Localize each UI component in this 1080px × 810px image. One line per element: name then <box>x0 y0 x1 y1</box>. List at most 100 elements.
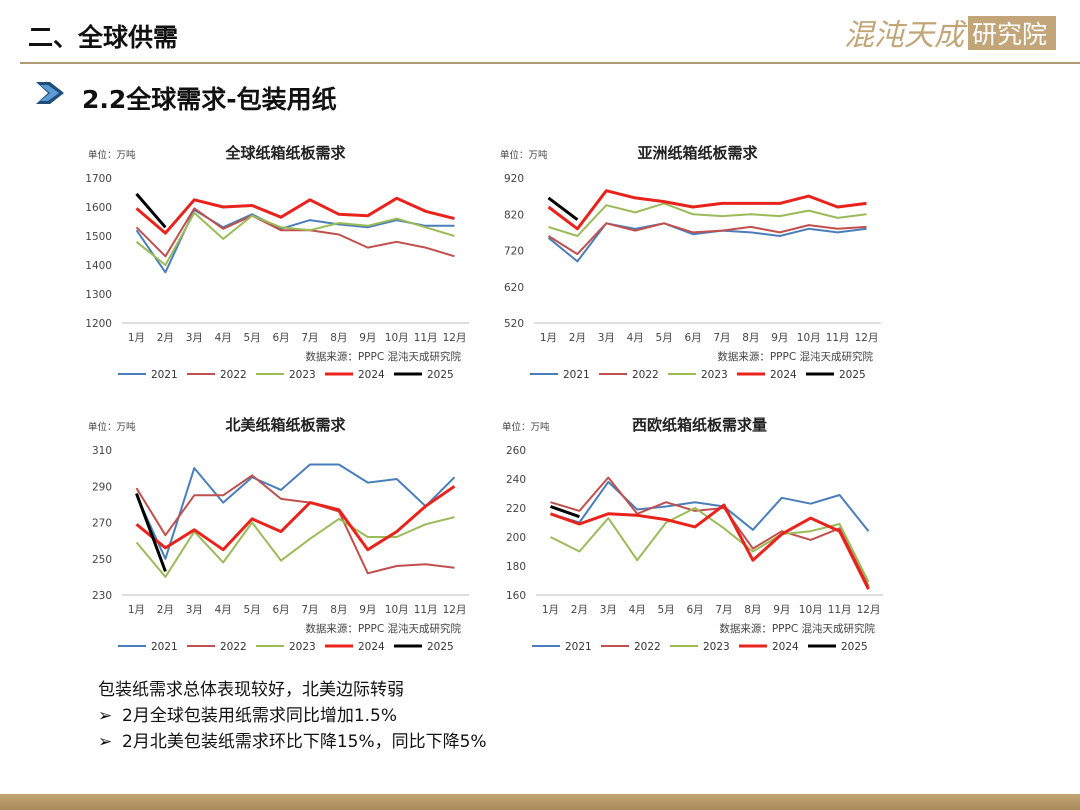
source-label: 数据来源：PPPC 混沌天成研究院 <box>305 622 461 635</box>
unit-label: 单位：万吨 <box>500 149 548 161</box>
legend-label: 2022 <box>220 369 247 381</box>
legend-label: 2022 <box>632 369 659 381</box>
unit-label: 单位：万吨 <box>88 421 136 433</box>
unit-label: 单位：万吨 <box>502 421 550 433</box>
y-tick-label: 920 <box>504 173 524 185</box>
svg-text:研究院: 研究院 <box>972 20 1047 49</box>
legend-label: 2021 <box>151 369 178 381</box>
legend-label: 2024 <box>770 369 797 381</box>
x-tick-label: 6月 <box>684 332 701 344</box>
legend-label: 2024 <box>772 641 799 653</box>
x-tick-label: 4月 <box>215 604 232 616</box>
series-line-2021 <box>550 480 870 532</box>
chart-western-europe-demand: 单位：万吨 西欧纸箱纸板需求量 160 180 200 220 240 260 1月 2月 3月 4月… <box>502 416 883 653</box>
chart-global-demand: 单位：万吨 全球纸箱纸板需求 1200 1300 1400 1500 1600 1700 1月 2… <box>85 144 469 381</box>
x-tick-label: 3月 <box>186 604 203 616</box>
summary-bullet-1: ➢ 2月全球包装用纸需求同比增加1.5% <box>98 701 397 726</box>
series-line-2024 <box>135 485 456 552</box>
summary-headline: 包装纸需求总体表现较好，北美边际转弱 <box>98 680 404 700</box>
legend-label: 2023 <box>701 369 728 381</box>
x-tick-label: 3月 <box>598 332 615 344</box>
summary-bullet-text: 2月全球包装用纸需求同比增加1.5% <box>122 706 398 726</box>
y-tick-label: 1500 <box>85 231 112 243</box>
series-line-2021 <box>547 222 867 263</box>
series-line-2022 <box>547 222 867 256</box>
x-tick-label: 10月 <box>797 332 821 344</box>
y-tick-label: 620 <box>504 282 524 294</box>
legend-label: 2022 <box>220 641 247 653</box>
x-tick-label: 11月 <box>414 604 438 616</box>
y-tick-label: 1700 <box>85 173 112 185</box>
x-tick-label: 6月 <box>272 332 289 344</box>
series-line-2025 <box>550 505 580 519</box>
series-line-2023 <box>135 516 455 578</box>
y-tick-label: 230 <box>92 590 112 602</box>
y-tick-label: 1400 <box>85 260 112 272</box>
x-tick-label: 2月 <box>157 332 174 344</box>
x-tick-label: 9月 <box>771 332 788 344</box>
y-tick-label: 820 <box>504 209 524 221</box>
chart-title: 全球纸箱纸板需求 <box>224 144 346 162</box>
x-tick-label: 8月 <box>742 332 759 344</box>
series-line-2025 <box>135 492 167 572</box>
x-tick-label: 12月 <box>857 604 881 616</box>
x-tick-label: 1月 <box>542 604 559 616</box>
x-tick-label: 5月 <box>658 604 675 616</box>
series-line-2024 <box>547 189 867 231</box>
y-tick-label: 200 <box>506 532 526 544</box>
x-tick-label: 8月 <box>744 604 761 616</box>
bullet-arrow-icon: ➢ <box>98 706 113 726</box>
x-tick-label: 11月 <box>414 332 438 344</box>
series-line-2024 <box>135 196 455 235</box>
series-line-2022 <box>135 474 455 575</box>
x-tick-label: 3月 <box>600 604 617 616</box>
series-line-2025 <box>547 196 579 221</box>
y-tick-label: 240 <box>506 474 526 486</box>
unit-label: 单位：万吨 <box>88 149 136 161</box>
y-tick-label: 250 <box>92 554 112 566</box>
y-tick-label: 220 <box>506 503 526 515</box>
bullet-arrow-icon: ➢ <box>98 732 113 752</box>
x-tick-label: 8月 <box>330 604 347 616</box>
x-tick-label: 7月 <box>713 332 730 344</box>
x-tick-label: 12月 <box>443 332 467 344</box>
summary-bullet-text: 2月北美包装纸需求环比下降15%，同比下降5% <box>122 732 487 752</box>
x-tick-label: 7月 <box>301 604 318 616</box>
x-tick-label: 7月 <box>301 332 318 344</box>
chart-title: 西欧纸箱纸板需求量 <box>632 416 767 434</box>
header-divider <box>20 62 1080 64</box>
legend-label: 2021 <box>151 641 178 653</box>
footer-bar <box>0 794 1080 810</box>
x-tick-label: 10月 <box>385 604 409 616</box>
legend-label: 2023 <box>289 369 316 381</box>
series-line-2022 <box>135 207 455 258</box>
legend-label: 2023 <box>289 641 316 653</box>
x-tick-label: 5月 <box>244 332 261 344</box>
series-line-2023 <box>135 211 455 266</box>
section-chevron-icon <box>36 82 64 104</box>
chart-asia-demand: 单位：万吨 亚洲纸箱纸板需求 520 620 720 820 920 1月 2月 3月 4月 5月 6月… <box>500 144 881 381</box>
x-tick-label: 11月 <box>826 332 850 344</box>
y-tick-label: 1200 <box>85 318 112 330</box>
summary-bullet-2: ➢ 2月北美包装纸需求环比下降15%，同比下降5% <box>98 727 487 752</box>
x-tick-label: 10月 <box>385 332 409 344</box>
series-line-2025 <box>135 192 167 229</box>
legend-label: 2025 <box>427 369 454 381</box>
legend-label: 2025 <box>427 641 454 653</box>
x-tick-label: 2月 <box>569 332 586 344</box>
x-tick-label: 6月 <box>272 604 289 616</box>
chart-title: 北美纸箱纸板需求 <box>225 416 346 434</box>
x-tick-label: 8月 <box>330 332 347 344</box>
x-tick-label: 4月 <box>627 332 644 344</box>
y-tick-label: 720 <box>504 246 524 258</box>
source-label: 数据来源：PPPC 混沌天成研究院 <box>717 350 873 363</box>
legend-label: 2025 <box>839 369 866 381</box>
x-tick-label: 4月 <box>629 604 646 616</box>
series-line-2023 <box>550 507 870 583</box>
x-tick-label: 5月 <box>244 604 261 616</box>
series-line-2022 <box>550 476 870 587</box>
chart-north-america-demand: 单位：万吨 北美纸箱纸板需求 230 250 270 290 310 1月 2月 3月 4月 5月 6月… <box>88 416 469 653</box>
x-tick-label: 7月 <box>715 604 732 616</box>
legend-label: 2024 <box>358 641 385 653</box>
y-tick-label: 310 <box>92 445 112 457</box>
